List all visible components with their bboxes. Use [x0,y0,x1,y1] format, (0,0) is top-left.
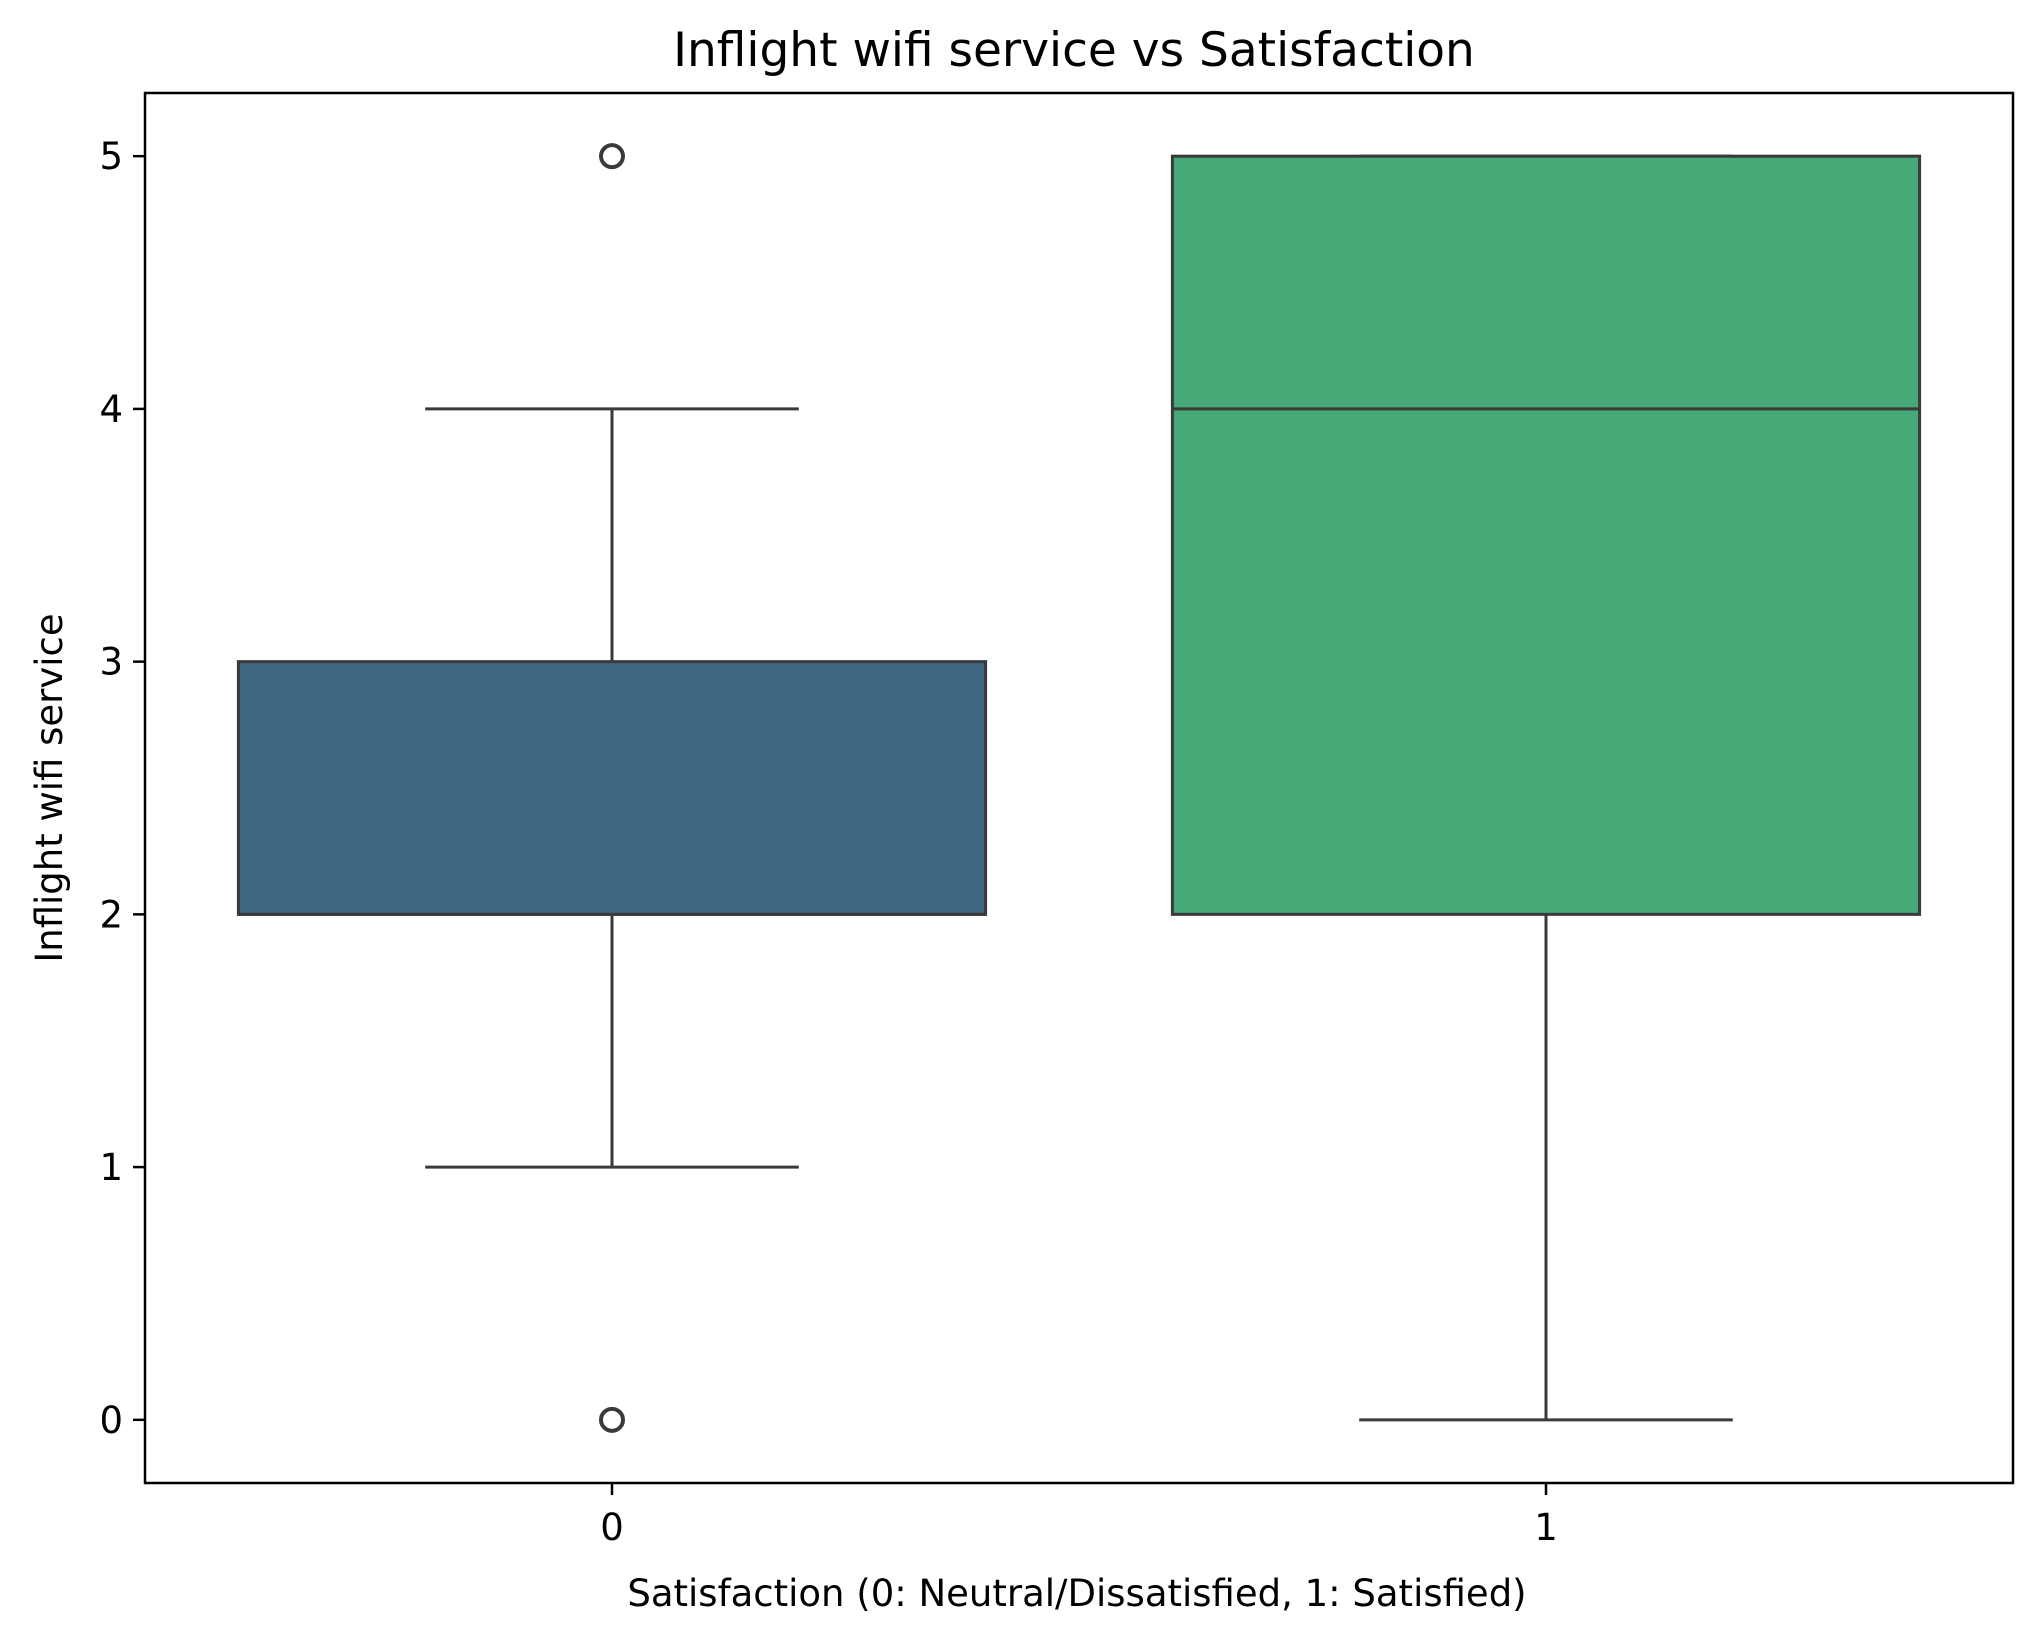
chart-title: Inflight wifi service vs Satisfaction [673,23,1475,78]
x-axis-label: Satisfaction (0: Neutral/Dissatisfied, 1… [627,1572,1526,1615]
outlier-point [599,1406,625,1433]
x-tick-label: 1 [1534,1506,1558,1549]
plot-area [236,143,1922,1433]
box-group-0 [236,143,988,1433]
y-tick-label: 5 [99,135,123,178]
box-group-1 [1170,154,1922,1422]
x-tick-label: 0 [600,1506,624,1549]
plot-frame [143,91,2015,1485]
y-tick-label: 1 [99,1146,123,1189]
y-tick-label: 0 [99,1399,123,1442]
outlier-point [599,143,625,170]
y-tick-label: 3 [99,641,123,684]
y-axis-ticks: 0 1 2 3 4 5 [99,135,145,1442]
box-iqr [1170,154,1922,916]
y-tick-label: 2 [99,893,123,936]
box-iqr [236,660,988,916]
y-axis-label: Inflight wifi service [28,613,71,962]
y-tick-label: 4 [99,388,123,431]
